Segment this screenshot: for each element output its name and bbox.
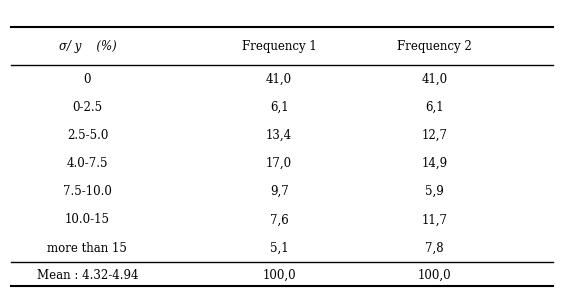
Text: 7,8: 7,8 — [425, 241, 444, 255]
Text: 0-2.5: 0-2.5 — [72, 101, 103, 114]
Text: 5,9: 5,9 — [425, 185, 444, 198]
Text: 6,1: 6,1 — [425, 101, 444, 114]
Text: 9,7: 9,7 — [270, 185, 289, 198]
Text: 14,9: 14,9 — [421, 157, 447, 170]
Text: 5,1: 5,1 — [270, 241, 289, 255]
Text: 4.0-7.5: 4.0-7.5 — [67, 157, 108, 170]
Text: Mean : 4.32-4.94: Mean : 4.32-4.94 — [37, 269, 138, 281]
Text: 6,1: 6,1 — [270, 101, 289, 114]
Text: 41,0: 41,0 — [266, 73, 292, 86]
Text: Frequency 2: Frequency 2 — [397, 41, 472, 53]
Text: 41,0: 41,0 — [421, 73, 447, 86]
Text: 100,0: 100,0 — [417, 269, 451, 281]
Text: 2.5-5.0: 2.5-5.0 — [67, 129, 108, 142]
Text: more than 15: more than 15 — [47, 241, 127, 255]
Text: Frequency 1: Frequency 1 — [242, 41, 316, 53]
Text: 12,7: 12,7 — [421, 129, 447, 142]
Text: 17,0: 17,0 — [266, 157, 292, 170]
Text: 0: 0 — [83, 73, 91, 86]
Text: σ/ y    (%): σ/ y (%) — [59, 41, 116, 53]
Text: 7.5-10.0: 7.5-10.0 — [63, 185, 112, 198]
Text: 13,4: 13,4 — [266, 129, 292, 142]
Text: 100,0: 100,0 — [262, 269, 296, 281]
Text: 11,7: 11,7 — [421, 213, 447, 226]
Text: 7,6: 7,6 — [270, 213, 289, 226]
Text: 10.0-15: 10.0-15 — [65, 213, 110, 226]
